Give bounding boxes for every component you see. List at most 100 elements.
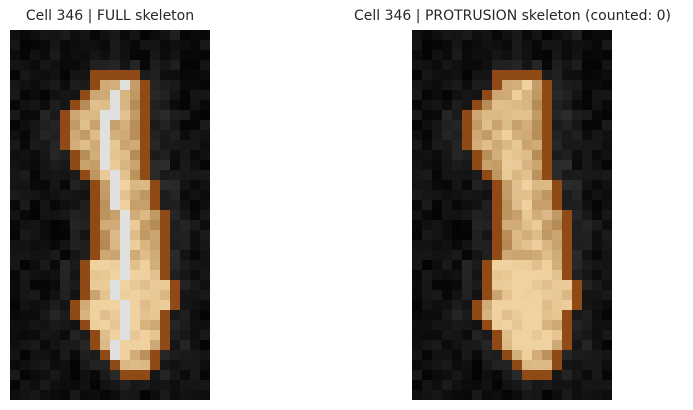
skeleton-pixel: [120, 270, 130, 280]
full-cell-pixel: [90, 190, 100, 200]
protrusion-cell-pixel: [582, 100, 592, 110]
full-cell-pixel: [160, 70, 170, 80]
protrusion-cell-pixel: [552, 190, 562, 200]
protrusion-cell-pixel: [532, 60, 542, 70]
protrusion-cell-pixel: [552, 90, 562, 100]
protrusion-cell-pixel: [452, 210, 462, 220]
full-cell-pixel: [200, 230, 210, 240]
full-cell-pixel: [160, 90, 170, 100]
full-cell-pixel: [190, 120, 200, 130]
full-cell-pixel: [150, 120, 160, 130]
protrusion-cell-pixel: [452, 200, 462, 210]
protrusion-cell-pixel: [432, 340, 442, 350]
full-cell-pixel: [90, 50, 100, 60]
full-cell-pixel: [180, 120, 190, 130]
protrusion-cell-pixel: [572, 390, 582, 400]
full-cell-pixel: [40, 330, 50, 340]
protrusion-cell-pixel: [592, 310, 602, 320]
protrusion-cell-pixel: [452, 100, 462, 110]
protrusion-cell-pixel: [462, 280, 472, 290]
full-cell-pixel: [140, 70, 150, 80]
protrusion-cell-pixel: [432, 70, 442, 80]
protrusion-cell-pixel: [552, 330, 562, 340]
protrusion-cell-pixel: [482, 330, 492, 340]
protrusion-cell-pixel: [462, 320, 472, 330]
protrusion-cell-pixel: [532, 360, 542, 370]
protrusion-cell-pixel: [572, 120, 582, 130]
full-cell-pixel: [40, 200, 50, 210]
full-cell-pixel: [20, 180, 30, 190]
full-cell-pixel: [150, 380, 160, 390]
full-cell-pixel: [180, 380, 190, 390]
protrusion-cell-pixel: [442, 130, 452, 140]
full-cell-pixel: [170, 390, 180, 400]
full-cell-pixel: [100, 100, 110, 110]
full-cell-pixel: [140, 200, 150, 210]
full-cell-pixel: [20, 120, 30, 130]
protrusion-cell-pixel: [442, 330, 452, 340]
protrusion-cell-pixel: [462, 210, 472, 220]
full-cell-pixel: [150, 390, 160, 400]
full-cell-pixel: [140, 240, 150, 250]
protrusion-cell-pixel: [412, 90, 422, 100]
full-cell-pixel: [200, 250, 210, 260]
full-cell-pixel: [70, 260, 80, 270]
protrusion-cell-pixel: [462, 180, 472, 190]
protrusion-cell-pixel: [522, 130, 532, 140]
full-cell-pixel: [190, 160, 200, 170]
protrusion-cell-pixel: [412, 100, 422, 110]
protrusion-cell-pixel: [412, 210, 422, 220]
full-cell-pixel: [70, 240, 80, 250]
protrusion-cell-pixel: [542, 380, 552, 390]
protrusion-cell-pixel: [422, 70, 432, 80]
protrusion-cell-pixel: [452, 360, 462, 370]
protrusion-cell-pixel: [582, 330, 592, 340]
protrusion-cell-pixel: [522, 60, 532, 70]
protrusion-cell-pixel: [572, 100, 582, 110]
full-cell-pixel: [170, 340, 180, 350]
protrusion-cell-pixel: [432, 320, 442, 330]
full-cell-pixel: [120, 190, 130, 200]
protrusion-cell-pixel: [592, 300, 602, 310]
protrusion-cell-pixel: [502, 360, 512, 370]
protrusion-cell-pixel: [522, 90, 532, 100]
full-cell-pixel: [140, 330, 150, 340]
full-cell-pixel: [50, 100, 60, 110]
full-cell-pixel: [160, 200, 170, 210]
protrusion-cell-pixel: [532, 220, 542, 230]
protrusion-cell-pixel: [502, 140, 512, 150]
protrusion-cell-pixel: [442, 310, 452, 320]
protrusion-cell-pixel: [592, 260, 602, 270]
protrusion-cell-pixel: [572, 30, 582, 40]
full-cell-pixel: [50, 180, 60, 190]
full-cell-pixel: [150, 60, 160, 70]
protrusion-cell-pixel: [412, 120, 422, 130]
protrusion-cell-pixel: [552, 200, 562, 210]
protrusion-cell-pixel: [422, 340, 432, 350]
full-cell-pixel: [170, 250, 180, 260]
full-cell-pixel: [130, 190, 140, 200]
full-cell-pixel: [40, 30, 50, 40]
protrusion-cell-pixel: [542, 80, 552, 90]
full-cell-pixel: [140, 350, 150, 360]
protrusion-cell-pixel: [542, 370, 552, 380]
protrusion-cell-pixel: [502, 260, 512, 270]
protrusion-cell-pixel: [442, 340, 452, 350]
full-cell-pixel: [180, 330, 190, 340]
full-cell-pixel: [40, 230, 50, 240]
full-cell-pixel: [150, 40, 160, 50]
protrusion-cell-pixel: [452, 60, 462, 70]
protrusion-cell-pixel: [512, 260, 522, 270]
protrusion-cell-pixel: [542, 140, 552, 150]
full-cell-pixel: [130, 370, 140, 380]
full-cell-pixel: [70, 220, 80, 230]
protrusion-cell-pixel: [522, 80, 532, 90]
protrusion-cell-pixel: [592, 40, 602, 50]
full-cell-pixel: [70, 290, 80, 300]
full-cell-pixel: [180, 340, 190, 350]
protrusion-cell-pixel: [572, 80, 582, 90]
protrusion-cell-pixel: [542, 130, 552, 140]
protrusion-cell-pixel: [482, 290, 492, 300]
full-cell-pixel: [150, 340, 160, 350]
full-cell-pixel: [30, 130, 40, 140]
